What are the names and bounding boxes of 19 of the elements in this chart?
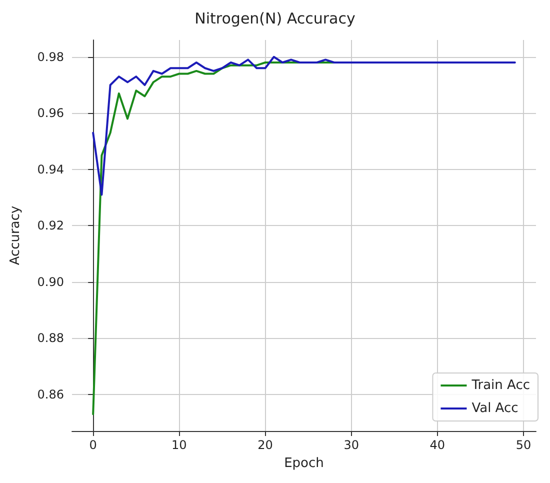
x-tick-label: 10 (172, 438, 187, 452)
x-tick-label: 40 (430, 438, 446, 452)
y-axis-title: Accuracy (8, 206, 23, 266)
y-tick-label: 0.96 (37, 106, 64, 120)
y-tick-label: 0.98 (37, 50, 64, 64)
y-tick-label: 0.94 (37, 162, 64, 176)
y-tick-label: 0.90 (37, 274, 64, 289)
legend-label: Train Acc (470, 378, 530, 393)
legend-label: Val Acc (472, 401, 518, 416)
y-tick-label: 0.92 (37, 218, 64, 233)
x-tick-label: 30 (344, 438, 359, 452)
x-tick-label: 50 (516, 438, 532, 452)
line-series (92, 56, 516, 196)
y-tick-label: 0.88 (37, 331, 64, 346)
x-tick-label: 0 (89, 438, 97, 452)
y-tick-label: 0.86 (37, 387, 64, 402)
x-axis-title: Epoch (284, 456, 324, 471)
x-tick-label: 20 (258, 438, 273, 452)
chart-title: Nitrogen(N) Accuracy (194, 10, 356, 28)
